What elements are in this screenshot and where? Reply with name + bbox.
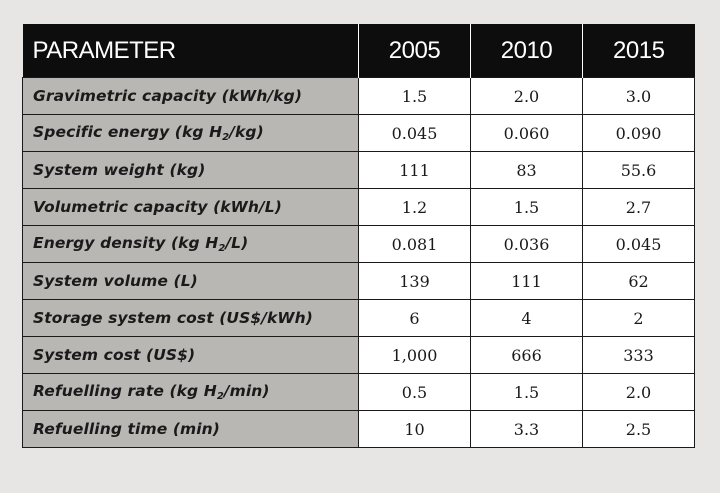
cell-value: 2.0 <box>470 77 583 115</box>
table-row: Refuelling rate (kg H2/min) 0.5 1.5 2.0 <box>22 373 695 411</box>
cell-value: 0.036 <box>470 225 583 263</box>
row-label: Storage system cost (US$/kWh) <box>22 299 359 337</box>
cell-value: 3.0 <box>582 77 695 115</box>
row-label-part: Energy density (kg H <box>33 234 219 252</box>
row-label: Gravimetric capacity (kWh/kg) <box>22 77 359 115</box>
cell-value: 1.5 <box>470 188 583 226</box>
table-row: Specific energy (kg H2/kg) 0.045 0.060 0… <box>22 114 695 152</box>
cell-value: 111 <box>358 151 471 189</box>
row-label: Specific energy (kg H2/kg) <box>22 114 359 152</box>
header-2010: 2010 <box>470 24 583 78</box>
cell-value: 2.7 <box>582 188 695 226</box>
row-label: System volume (L) <box>22 262 359 300</box>
table-row: Storage system cost (US$/kWh) 6 4 2 <box>22 299 695 337</box>
row-label: System cost (US$) <box>22 336 359 374</box>
cell-value: 0.5 <box>358 373 471 411</box>
row-label-subscript: 2 <box>218 243 226 254</box>
cell-value: 111 <box>470 262 583 300</box>
cell-value: 2.0 <box>582 373 695 411</box>
row-label-part: Refuelling rate (kg H <box>33 382 217 400</box>
cell-value: 333 <box>582 336 695 374</box>
row-label-part: /kg) <box>229 123 264 141</box>
cell-value: 0.045 <box>358 114 471 152</box>
table-row: System volume (L) 139 111 62 <box>22 262 695 300</box>
header-parameter: PARAMETER <box>22 24 359 78</box>
cell-value: 10 <box>358 410 471 448</box>
cell-value: 0.060 <box>470 114 583 152</box>
table-row: Energy density (kg H2/L) 0.081 0.036 0.0… <box>22 225 695 263</box>
cell-value: 1.5 <box>358 77 471 115</box>
table-row: System weight (kg) 111 83 55.6 <box>22 151 695 189</box>
cell-value: 0.090 <box>582 114 695 152</box>
table-row: System cost (US$) 1,000 666 333 <box>22 336 695 374</box>
table-container: PARAMETER 2005 2010 2015 Gravimetric cap… <box>22 24 695 448</box>
table-row: Volumetric capacity (kWh/L) 1.2 1.5 2.7 <box>22 188 695 226</box>
cell-value: 83 <box>470 151 583 189</box>
cell-value: 2 <box>582 299 695 337</box>
header-2015: 2015 <box>582 24 695 78</box>
cell-value: 4 <box>470 299 583 337</box>
cell-value: 666 <box>470 336 583 374</box>
row-label-subscript: 2 <box>216 391 224 402</box>
row-label-subscript: 2 <box>222 132 230 143</box>
cell-value: 2.5 <box>582 410 695 448</box>
row-label: Refuelling rate (kg H2/min) <box>22 373 359 411</box>
cell-value: 1,000 <box>358 336 471 374</box>
cell-value: 139 <box>358 262 471 300</box>
row-label: Volumetric capacity (kWh/L) <box>22 188 359 226</box>
row-label-part: /min) <box>223 382 270 400</box>
cell-value: 1.2 <box>358 188 471 226</box>
row-label: Energy density (kg H2/L) <box>22 225 359 263</box>
hydrogen-storage-targets-table: PARAMETER 2005 2010 2015 Gravimetric cap… <box>22 24 695 448</box>
row-label: System weight (kg) <box>22 151 359 189</box>
header-2005: 2005 <box>358 24 471 78</box>
row-label-part: /L) <box>225 234 249 252</box>
cell-value: 0.045 <box>582 225 695 263</box>
cell-value: 6 <box>358 299 471 337</box>
table-row: Gravimetric capacity (kWh/kg) 1.5 2.0 3.… <box>22 77 695 115</box>
cell-value: 62 <box>582 262 695 300</box>
cell-value: 0.081 <box>358 225 471 263</box>
row-label: Refuelling time (min) <box>22 410 359 448</box>
cell-value: 55.6 <box>582 151 695 189</box>
cell-value: 3.3 <box>470 410 583 448</box>
table-row: Refuelling time (min) 10 3.3 2.5 <box>22 410 695 448</box>
row-label-part: Specific energy (kg H <box>33 123 223 141</box>
header-row: PARAMETER 2005 2010 2015 <box>22 24 695 78</box>
cell-value: 1.5 <box>470 373 583 411</box>
